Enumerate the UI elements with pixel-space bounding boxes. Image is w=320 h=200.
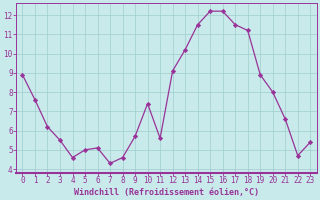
X-axis label: Windchill (Refroidissement éolien,°C): Windchill (Refroidissement éolien,°C) <box>74 188 259 197</box>
